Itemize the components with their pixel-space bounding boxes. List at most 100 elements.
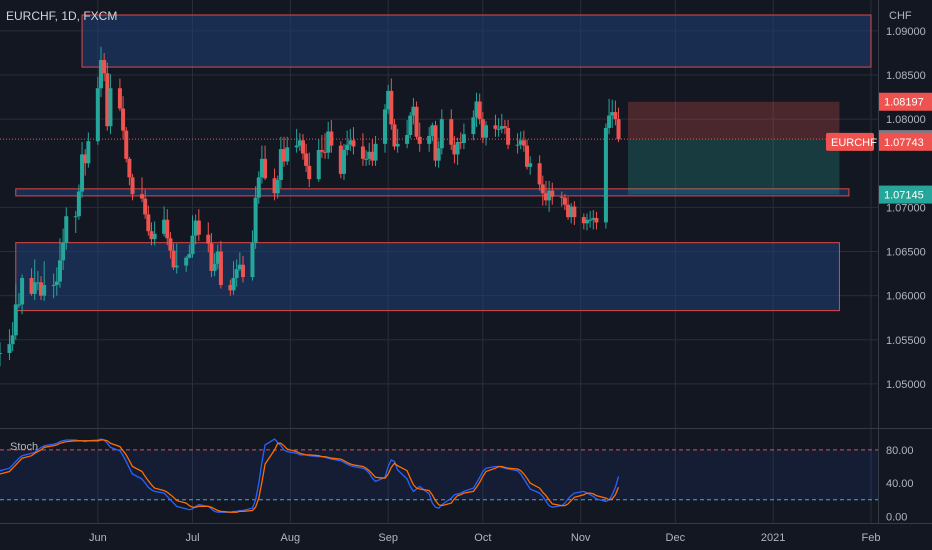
candle-body (304, 153, 309, 166)
candle-body (10, 335, 15, 345)
candle-body (174, 265, 179, 268)
candle-body (569, 206, 574, 218)
currency-button-label[interactable]: CHF (889, 10, 912, 22)
symbol-title[interactable]: EURCHF, 1D, FXCM (6, 9, 117, 23)
candle-body (237, 264, 242, 270)
currency-button-bg[interactable] (884, 5, 928, 25)
candle-body (165, 219, 170, 239)
candle-body (572, 206, 577, 218)
candle-body (430, 125, 435, 136)
y-tick-label: 1.06000 (886, 291, 926, 303)
candle-body (285, 147, 290, 162)
candle-body (389, 90, 394, 125)
candle-body (272, 178, 277, 194)
candle-body (149, 231, 154, 240)
y-tick-label: 1.08500 (886, 70, 926, 82)
candle-body (499, 126, 504, 129)
candle-body (259, 158, 264, 178)
y-tick-label: 1.05000 (886, 379, 926, 391)
candle-body (581, 217, 586, 224)
stoch-y-tick-label: 40.00 (886, 478, 914, 490)
support-resistance-zones[interactable] (15, 14, 872, 312)
candle-body (105, 73, 110, 127)
candle-body (603, 127, 608, 223)
candle-body (502, 126, 507, 128)
x-tick-label: 2021 (761, 532, 785, 544)
candle-body (515, 144, 520, 146)
currency-button[interactable]: CHF (884, 5, 928, 25)
candle-body (455, 142, 460, 155)
y-tick-label: 1.05500 (886, 335, 926, 347)
candle-body (250, 242, 255, 278)
x-tick-label: Feb (862, 532, 881, 544)
candle-body (187, 254, 192, 258)
candle-body (370, 151, 375, 161)
price-tag-bg (879, 132, 932, 151)
candle-body (364, 158, 369, 160)
candle-body (584, 219, 589, 224)
candle-body (483, 125, 488, 138)
candle-body (42, 285, 47, 296)
short-position-tool[interactable] (628, 101, 840, 195)
candle-body (559, 196, 564, 198)
candle-body (297, 140, 302, 146)
x-tick-label: Dec (666, 532, 686, 544)
candle-body (594, 217, 599, 223)
candle-body (196, 220, 201, 235)
middle-support-zone[interactable] (15, 188, 850, 197)
candle-body (351, 140, 356, 147)
y-tick-label: 1.06500 (886, 247, 926, 259)
candle-body (316, 150, 321, 180)
candle-body (461, 134, 466, 143)
candle-body (493, 125, 498, 129)
candle-body (98, 60, 103, 89)
candle-body (117, 88, 122, 109)
candle-body (143, 198, 148, 215)
candle-body (228, 285, 233, 291)
candle-body (73, 216, 78, 218)
price-tag-bg (879, 185, 932, 204)
candle-body (449, 119, 454, 145)
candle-body (35, 282, 40, 284)
candle-body (20, 277, 25, 305)
stoch-label[interactable]: Stoch (10, 441, 38, 453)
candle-body (13, 304, 18, 336)
candle-body (51, 285, 56, 287)
candle-body (108, 88, 113, 127)
take-profit-area[interactable] (628, 139, 840, 195)
stop-loss-area[interactable] (628, 101, 840, 140)
upper-resistance-zone[interactable] (81, 14, 872, 68)
stoch-d-line (0, 439, 620, 513)
candle-body (417, 136, 422, 144)
candle-body (506, 127, 511, 145)
candle-body (405, 135, 410, 144)
candle-body (0, 352, 2, 354)
candle-body (76, 191, 81, 217)
lower-support-zone[interactable] (15, 242, 840, 312)
symbol-tag-bg (826, 132, 874, 151)
candle-body (61, 242, 66, 261)
symbol-tag-label: EURCHF (831, 137, 877, 149)
candle-body (521, 140, 526, 146)
candle-body (345, 144, 350, 151)
candle-body (588, 219, 593, 221)
candle-body (282, 149, 287, 162)
candle-body (240, 264, 245, 278)
candle-body (373, 143, 378, 161)
candle-body (562, 197, 567, 205)
candle-body (294, 145, 299, 148)
candle-body (566, 204, 571, 218)
candle-body (64, 216, 69, 243)
candle-body (319, 150, 324, 152)
candle-body (543, 193, 548, 201)
x-tick-label: Jul (185, 532, 199, 544)
candle-body (212, 263, 217, 271)
candle-body (171, 250, 176, 268)
candle-body (57, 260, 62, 282)
candle-body (121, 108, 126, 131)
candle-body (39, 282, 44, 296)
x-tick-label: Aug (281, 532, 301, 544)
price-tag-bg (879, 92, 932, 111)
candle-body (326, 131, 331, 153)
